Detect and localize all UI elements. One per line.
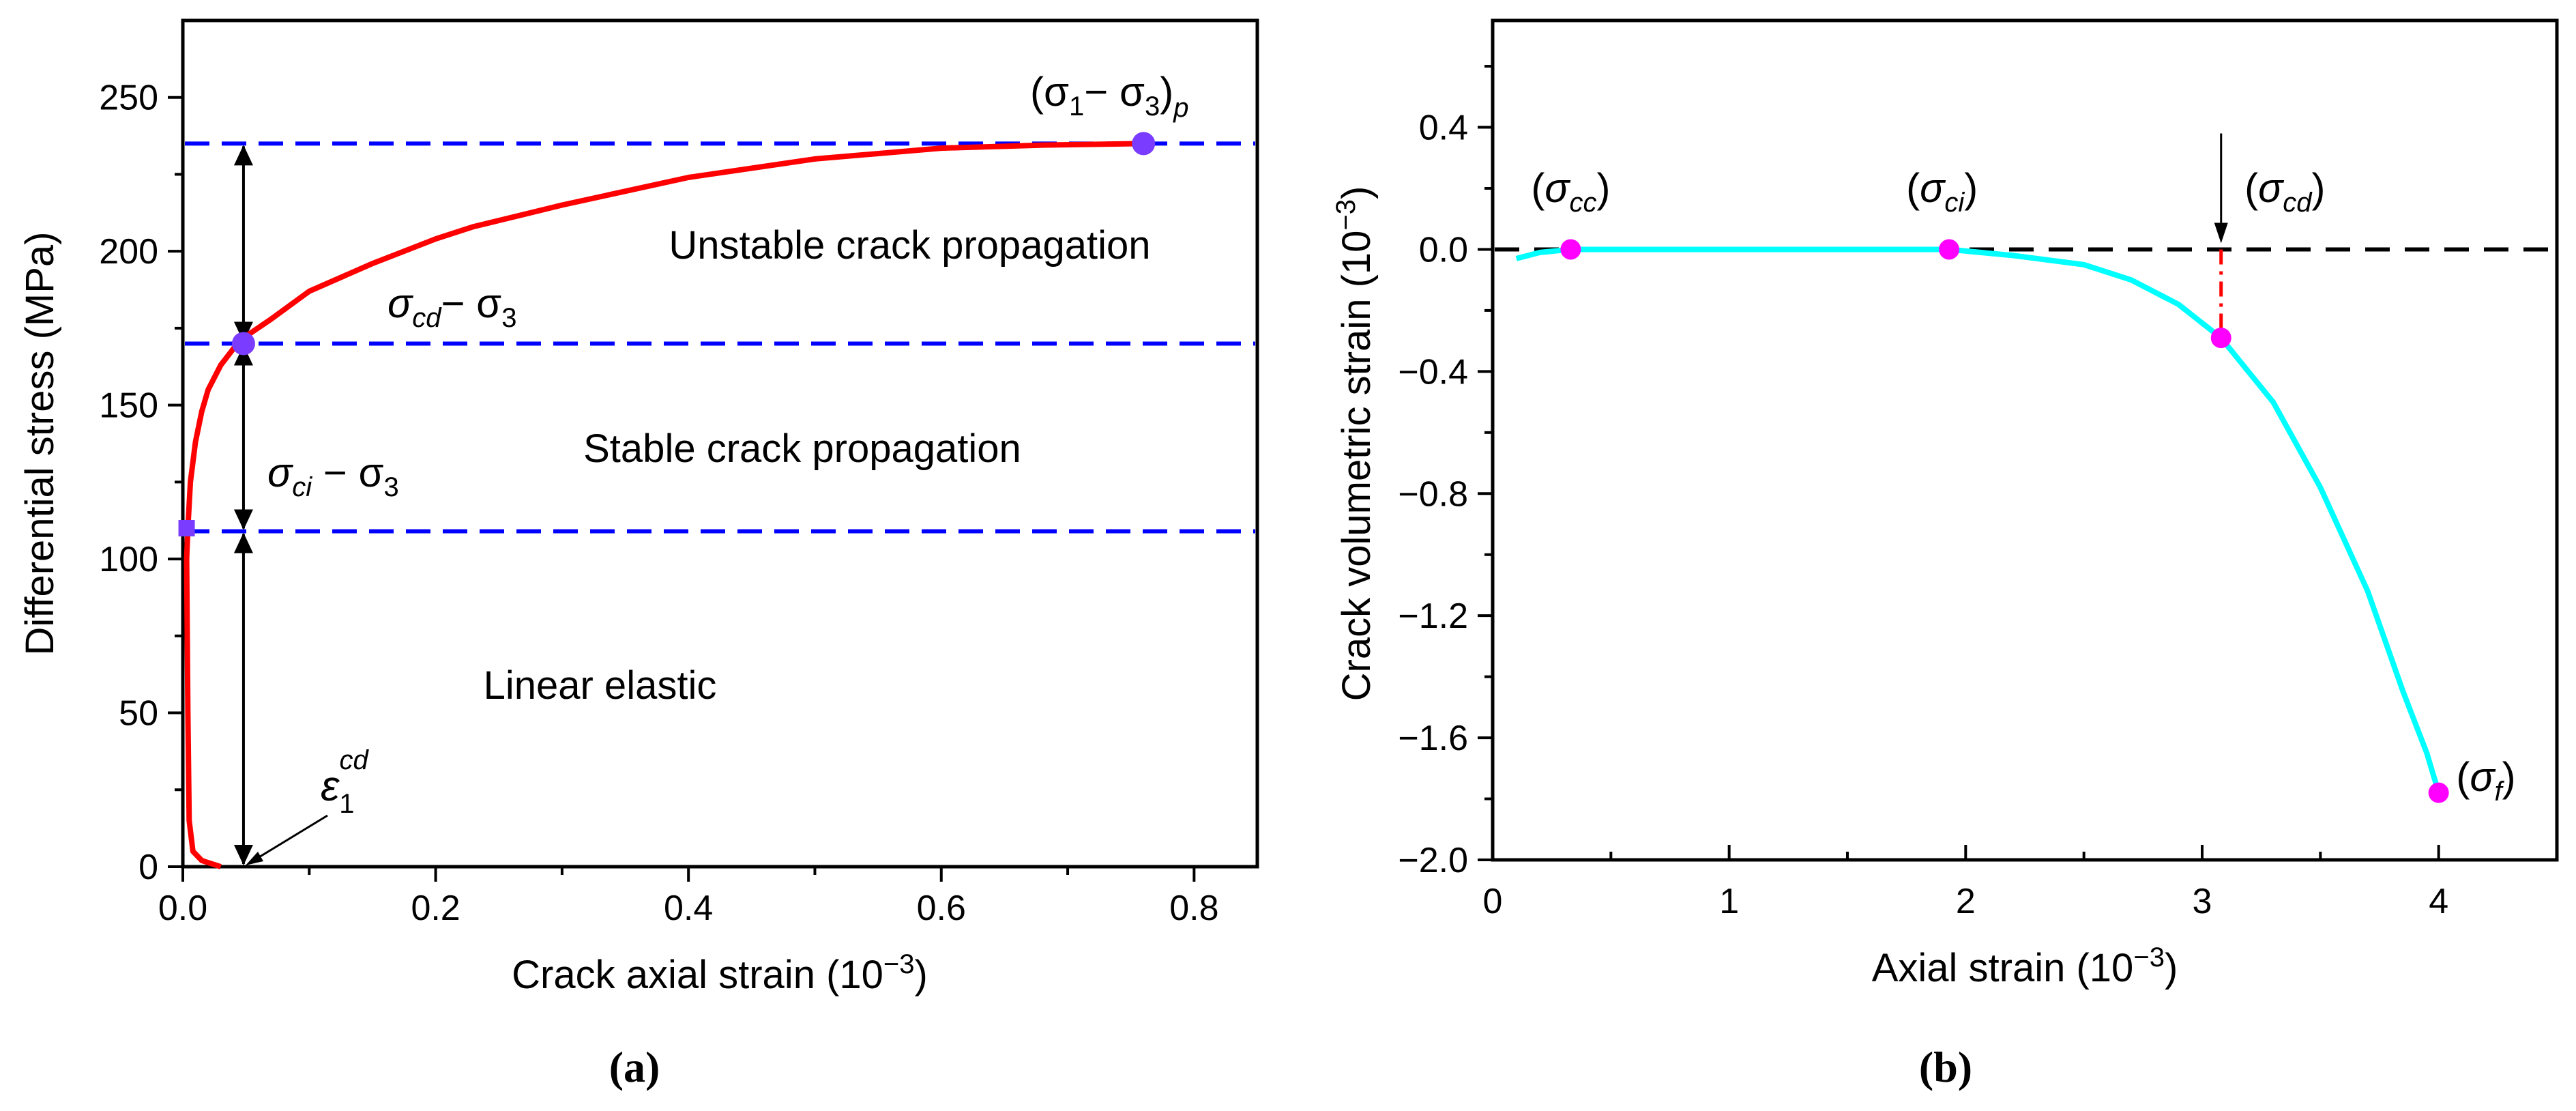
panel-a-x-tick-label: 0.4 (664, 889, 713, 928)
panel-b-y-tick-label: −0.4 (1398, 352, 1468, 392)
panel-a-range-arrows (233, 145, 253, 865)
panel-b-ticks: 0 1 2 3 4 0.4 0.0 −0.4 −0.8 −1.2 −1.6 −2.0 (1398, 65, 2448, 921)
panel-b-plot-frame (1491, 18, 2559, 862)
panel-a-stress-curve (184, 141, 1144, 869)
panel-b-markers (1560, 239, 2449, 803)
panel-a-ticks: 0.0 0.2 0.4 0.6 0.8 0 50 100 150 200 250 (99, 78, 1218, 928)
panel-b-label: (b) (1919, 1043, 1972, 1091)
panel-a-strain-pointer (248, 814, 328, 865)
panel-a-y-tick-label: 50 (119, 694, 158, 734)
panel-a-range-arrowhead-up (233, 145, 253, 166)
panel-a-range-arrowhead-up (233, 532, 253, 553)
panel-b-label-cc: (σcc) (1531, 165, 1610, 218)
panel-b-y-tick-label: 0.0 (1419, 230, 1468, 270)
panel-b-cd-arrowhead (2214, 222, 2228, 244)
panel-b-y-tick-label: −1.2 (1398, 596, 1468, 636)
panel-a-label: (a) (609, 1043, 660, 1091)
panel-b-x-tick-label: 3 (2193, 882, 2212, 921)
panel-b-y-tick-label: 0.4 (1419, 109, 1468, 148)
panel-b-label-ci: (σci) (1906, 165, 1978, 218)
panel-b-x-tick-label: 0 (1483, 882, 1503, 921)
panel-a-y-tick-label: 250 (99, 78, 158, 118)
panel-a-strain-label: ε1cd (321, 745, 370, 819)
panel-b-x-tick-label: 1 (1719, 882, 1739, 921)
panel-a-marker-damage (231, 332, 255, 356)
panel-a-x-tick-label: 0.8 (1169, 889, 1218, 928)
panel-a-marker-initiation (178, 520, 195, 536)
panel-a-x-axis-label: Crack axial strain (10−3) (512, 949, 928, 997)
panel-b-chart: 0 1 2 3 40.40.0−0.4−0.8−1.2−1.6−2.0 (σcc) (σc… (1331, 18, 2559, 1091)
panel-b-y-tick-label: −2.0 (1398, 841, 1468, 880)
panel-b-y-tick-label: −0.8 (1398, 474, 1468, 514)
panel-a-range-arrowhead-down (233, 845, 253, 865)
panel-a-peak-label: (σ1− σ3)p (1030, 69, 1189, 123)
panel-a-y-axis-label: Differential stress (MPa) (18, 232, 62, 656)
panel-a-markers (178, 132, 1156, 536)
panel-a-x-tick-label: 0.6 (917, 889, 966, 928)
panel-b-marker-cd (2210, 328, 2231, 349)
panel-b-y-axis-label: Crack volumetric strain (10−3) (1331, 186, 1379, 702)
panel-a-marker-peak (1132, 132, 1156, 156)
panel-a-ci-range-label: σci − σ3 (267, 450, 399, 502)
panel-a-x-tick-label: 0.2 (411, 889, 460, 928)
panel-a-range-arrowhead-down (233, 509, 253, 530)
panel-b-volumetric-curve (1515, 246, 2442, 794)
panel-b-label-f: (σf) (2456, 754, 2515, 807)
panel-a-region-label: Linear elastic (484, 663, 717, 708)
panel-a-y-tick-label: 0 (138, 848, 158, 887)
panel-a-strain-pointer-head (246, 852, 263, 865)
panel-a-cd-range-label: σcd− σ3 (387, 280, 516, 333)
panel-b-x-tick-label: 4 (2429, 882, 2448, 921)
panel-b-label-cd: (σcd) (2244, 165, 2325, 218)
panel-b-point-labels: (σcc) (σci) (σcd) (σf) (1531, 165, 2515, 807)
panel-b-x-axis-label: Axial strain (10−3) (1872, 942, 2178, 990)
panel-a-region-label: Unstable crack propagation (669, 223, 1150, 268)
panel-b-marker-cc (1560, 239, 1581, 260)
panel-a-chart: 0.0 0.2 0.4 0.6 0.8 0 50 100 150 200 250 Unstable … (18, 18, 1259, 1091)
panel-a-x-tick-label: 0.0 (158, 889, 207, 928)
panel-b-y-tick-label: −1.6 (1398, 719, 1468, 758)
panel-a-plot-frame (181, 18, 1259, 869)
panel-a-y-tick-label: 150 (99, 386, 158, 426)
panel-a-region-label: Stable crack propagation (583, 427, 1021, 471)
panel-a-y-tick-label: 100 (99, 540, 158, 579)
panel-b-x-tick-label: 2 (1956, 882, 1976, 921)
panel-b-marker-f (2428, 782, 2449, 803)
panel-b-marker-ci (1939, 239, 1960, 260)
panel-a-y-tick-label: 200 (99, 232, 158, 272)
panel-a-region-labels: Unstable crack propagation Stable crack p… (484, 223, 1151, 708)
